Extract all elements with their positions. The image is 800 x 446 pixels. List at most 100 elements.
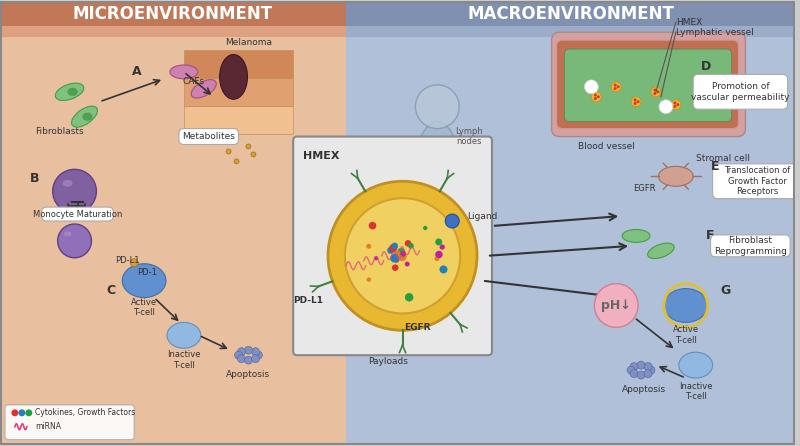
Circle shape xyxy=(394,257,399,262)
Text: Fibroblast
Reprogramming: Fibroblast Reprogramming xyxy=(714,236,787,256)
Text: PD-1: PD-1 xyxy=(137,268,157,277)
FancyBboxPatch shape xyxy=(0,1,346,445)
Text: HMEX: HMEX xyxy=(303,152,340,161)
Circle shape xyxy=(439,265,447,273)
Circle shape xyxy=(617,85,620,88)
Circle shape xyxy=(251,152,256,157)
Text: Stromal cell: Stromal cell xyxy=(696,154,750,163)
Circle shape xyxy=(644,370,652,378)
Text: Apoptosis: Apoptosis xyxy=(226,370,270,379)
Ellipse shape xyxy=(170,65,198,79)
Circle shape xyxy=(644,363,652,371)
Circle shape xyxy=(614,84,617,87)
Text: Lymphatic vessel: Lymphatic vessel xyxy=(676,28,754,37)
FancyBboxPatch shape xyxy=(557,40,738,128)
Circle shape xyxy=(400,251,406,257)
Circle shape xyxy=(637,100,639,103)
Circle shape xyxy=(53,169,97,213)
Circle shape xyxy=(405,293,414,301)
Ellipse shape xyxy=(410,122,465,271)
FancyBboxPatch shape xyxy=(713,164,800,198)
Circle shape xyxy=(597,95,600,98)
FancyBboxPatch shape xyxy=(0,1,346,26)
Circle shape xyxy=(637,361,645,369)
Text: Blood vessel: Blood vessel xyxy=(578,141,634,150)
Text: Lymph
nodes: Lymph nodes xyxy=(455,127,483,146)
Circle shape xyxy=(394,251,401,257)
Circle shape xyxy=(11,409,18,416)
Text: Fibroblasts: Fibroblasts xyxy=(35,127,84,136)
Circle shape xyxy=(630,370,638,378)
Circle shape xyxy=(251,355,259,363)
Circle shape xyxy=(246,144,251,149)
Circle shape xyxy=(435,239,442,245)
Circle shape xyxy=(387,247,394,254)
Circle shape xyxy=(398,252,406,261)
Circle shape xyxy=(394,258,398,263)
Circle shape xyxy=(398,248,405,256)
Circle shape xyxy=(446,214,459,228)
Ellipse shape xyxy=(167,322,201,348)
Circle shape xyxy=(392,264,398,271)
Circle shape xyxy=(58,224,91,258)
Circle shape xyxy=(671,100,681,110)
Circle shape xyxy=(651,87,661,97)
Circle shape xyxy=(627,366,635,374)
FancyBboxPatch shape xyxy=(710,235,790,257)
Text: Melanoma: Melanoma xyxy=(225,38,272,47)
Text: Metabolites: Metabolites xyxy=(182,132,235,141)
Circle shape xyxy=(245,356,253,364)
Text: miRNA: miRNA xyxy=(34,422,61,431)
Circle shape xyxy=(423,226,427,230)
Circle shape xyxy=(234,159,239,164)
Circle shape xyxy=(657,91,659,93)
Circle shape xyxy=(345,198,460,314)
Circle shape xyxy=(647,366,655,374)
FancyBboxPatch shape xyxy=(184,50,293,78)
Text: PD-L1: PD-L1 xyxy=(115,256,139,265)
FancyBboxPatch shape xyxy=(346,1,795,445)
Circle shape xyxy=(415,85,459,128)
Circle shape xyxy=(238,348,246,355)
Text: HMEX: HMEX xyxy=(676,18,702,27)
Ellipse shape xyxy=(62,180,73,187)
Text: Promotion of
vascular permeability: Promotion of vascular permeability xyxy=(691,82,790,102)
Text: Cytokines, Growth Factors: Cytokines, Growth Factors xyxy=(34,409,135,417)
Ellipse shape xyxy=(622,229,650,242)
Text: PD-L1: PD-L1 xyxy=(293,296,323,305)
Circle shape xyxy=(391,243,398,249)
Ellipse shape xyxy=(679,352,713,378)
Ellipse shape xyxy=(191,80,216,98)
Text: Active
T-cell: Active T-cell xyxy=(131,297,157,317)
Text: D: D xyxy=(701,61,710,74)
Circle shape xyxy=(366,244,371,249)
Circle shape xyxy=(630,363,638,371)
Circle shape xyxy=(405,262,410,267)
Circle shape xyxy=(611,82,621,92)
Text: Monocyte Maturation: Monocyte Maturation xyxy=(33,210,122,219)
Circle shape xyxy=(251,348,259,355)
Ellipse shape xyxy=(64,231,71,236)
Circle shape xyxy=(369,222,376,229)
Circle shape xyxy=(435,251,442,258)
Ellipse shape xyxy=(664,289,708,322)
Circle shape xyxy=(594,284,638,327)
FancyBboxPatch shape xyxy=(346,1,795,26)
Circle shape xyxy=(366,277,371,282)
Circle shape xyxy=(390,254,399,263)
Circle shape xyxy=(226,149,231,154)
Text: Inactive
T-cell: Inactive T-cell xyxy=(679,382,713,401)
Text: Inactive
T-cell: Inactive T-cell xyxy=(167,350,201,370)
Ellipse shape xyxy=(71,106,98,127)
Circle shape xyxy=(674,105,676,108)
FancyBboxPatch shape xyxy=(293,136,492,355)
Circle shape xyxy=(374,256,378,260)
Ellipse shape xyxy=(658,166,694,186)
Circle shape xyxy=(594,94,597,96)
Text: Active
T-cell: Active T-cell xyxy=(673,326,699,345)
Text: Translocation of
Growth Factor
Receptors: Translocation of Growth Factor Receptors xyxy=(724,166,790,196)
Circle shape xyxy=(26,409,32,416)
FancyBboxPatch shape xyxy=(694,74,788,109)
Text: Apoptosis: Apoptosis xyxy=(622,385,666,394)
FancyBboxPatch shape xyxy=(184,106,293,134)
